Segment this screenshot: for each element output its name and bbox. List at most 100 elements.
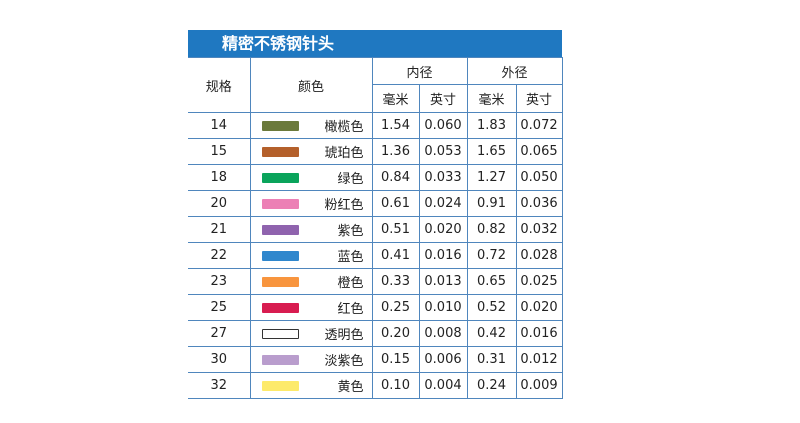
spec-table: 规格 颜色 内径 外径 毫米 英寸 毫米 英寸 14 橄榄色 1.54 0.060 1.… [188, 57, 563, 399]
value-cell: 0.028 [515, 242, 563, 269]
data-row: 25 红色 0.25 0.010 0.52 0.020 [188, 294, 563, 321]
gauge-cell: 15 [188, 138, 251, 165]
color-name: 淡紫色 [324, 354, 364, 369]
color-swatch [261, 121, 299, 131]
value-cell: 0.91 [466, 190, 517, 217]
value-cell: 0.10 [371, 372, 420, 399]
spec-table-container: 精密不锈钢针头 规格 颜色 内径 外径 毫米 英寸 毫米 英寸 14 橄榄色 1.5… [188, 30, 563, 399]
color-swatch [261, 303, 299, 313]
value-cell: 0.20 [371, 320, 420, 347]
value-cell: 0.016 [515, 320, 563, 347]
value-cell: 0.42 [466, 320, 517, 347]
color-name: 绿色 [337, 172, 364, 187]
value-cell: 1.36 [371, 138, 420, 165]
gauge-cell: 27 [188, 320, 251, 347]
value-cell: 1.65 [466, 138, 517, 165]
color-name: 黄色 [337, 380, 364, 395]
data-row: 21 紫色 0.51 0.020 0.82 0.032 [188, 216, 563, 243]
header-cell: 英寸 [515, 84, 563, 113]
color-cell: 琥珀色 [249, 138, 373, 165]
value-cell: 0.008 [418, 320, 468, 347]
gauge-cell: 32 [188, 372, 251, 399]
gauge-cell: 22 [188, 242, 251, 269]
value-cell: 0.025 [515, 268, 563, 295]
value-cell: 0.013 [418, 268, 468, 295]
table-title: 精密不锈钢针头 [188, 30, 562, 57]
color-swatch [261, 173, 299, 183]
value-cell: 0.012 [515, 346, 563, 373]
value-cell: 0.004 [418, 372, 468, 399]
data-row: 18 绿色 0.84 0.033 1.27 0.050 [188, 164, 563, 191]
color-swatch [261, 199, 299, 209]
color-swatch [261, 329, 299, 339]
header-cell: 毫米 [372, 84, 420, 113]
value-cell: 1.27 [466, 164, 517, 191]
value-cell: 1.83 [466, 112, 517, 139]
value-cell: 0.82 [466, 216, 517, 243]
value-cell: 0.072 [515, 112, 563, 139]
value-cell: 0.25 [371, 294, 420, 321]
data-row: 14 橄榄色 1.54 0.060 1.83 0.072 [188, 112, 563, 139]
color-swatch [261, 277, 299, 287]
value-cell: 0.24 [466, 372, 517, 399]
color-swatch [261, 225, 299, 235]
header-cell: 毫米 [466, 84, 517, 113]
header-cell: 内径 [371, 57, 468, 85]
gauge-cell: 21 [188, 216, 251, 243]
value-cell: 0.036 [515, 190, 563, 217]
value-cell: 0.72 [466, 242, 517, 269]
value-cell: 0.33 [371, 268, 420, 295]
value-cell: 0.020 [418, 216, 468, 243]
value-cell: 0.024 [418, 190, 468, 217]
data-row: 32 黄色 0.10 0.004 0.24 0.009 [188, 372, 563, 399]
color-cell: 淡紫色 [249, 346, 373, 373]
value-cell: 0.060 [418, 112, 468, 139]
value-cell: 0.032 [515, 216, 563, 243]
color-swatch [261, 381, 299, 391]
color-name: 橄榄色 [324, 120, 364, 135]
value-cell: 0.033 [418, 164, 468, 191]
gauge-cell: 14 [188, 112, 251, 139]
color-swatch [261, 147, 299, 157]
color-cell: 橙色 [249, 268, 373, 295]
value-cell: 0.65 [466, 268, 517, 295]
header-cell: 外径 [466, 57, 563, 85]
color-swatch [261, 251, 299, 261]
gauge-cell: 23 [188, 268, 251, 295]
value-cell: 0.61 [371, 190, 420, 217]
gauge-cell: 18 [188, 164, 251, 191]
header-cell: 英寸 [418, 84, 468, 113]
color-name: 橙色 [337, 276, 364, 291]
color-swatch [261, 355, 299, 365]
color-name: 紫色 [337, 224, 364, 239]
color-name: 蓝色 [337, 250, 364, 265]
color-name: 琥珀色 [324, 146, 364, 161]
table-body: 规格 颜色 内径 外径 毫米 英寸 毫米 英寸 14 橄榄色 1.54 0.060 1.… [188, 57, 563, 399]
header-cell: 规格 [188, 57, 251, 113]
color-name: 红色 [337, 302, 364, 317]
color-cell: 红色 [249, 294, 373, 321]
color-cell: 黄色 [249, 372, 373, 399]
data-row: 22 蓝色 0.41 0.016 0.72 0.028 [188, 242, 563, 269]
header-row: 规格 颜色 内径 外径 [188, 57, 563, 113]
value-cell: 0.52 [466, 294, 517, 321]
color-cell: 紫色 [249, 216, 373, 243]
gauge-cell: 20 [188, 190, 251, 217]
data-row: 27 透明色 0.20 0.008 0.42 0.016 [188, 320, 563, 347]
gauge-cell: 25 [188, 294, 251, 321]
value-cell: 0.51 [371, 216, 420, 243]
value-cell: 0.010 [418, 294, 468, 321]
value-cell: 0.020 [515, 294, 563, 321]
value-cell: 0.016 [418, 242, 468, 269]
color-cell: 蓝色 [249, 242, 373, 269]
data-row: 23 橙色 0.33 0.013 0.65 0.025 [188, 268, 563, 295]
data-row: 15 琥珀色 1.36 0.053 1.65 0.065 [188, 138, 563, 165]
value-cell: 0.050 [515, 164, 563, 191]
color-cell: 橄榄色 [249, 112, 373, 139]
color-cell: 粉红色 [249, 190, 373, 217]
gauge-cell: 30 [188, 346, 251, 373]
value-cell: 0.31 [466, 346, 517, 373]
value-cell: 0.41 [371, 242, 420, 269]
